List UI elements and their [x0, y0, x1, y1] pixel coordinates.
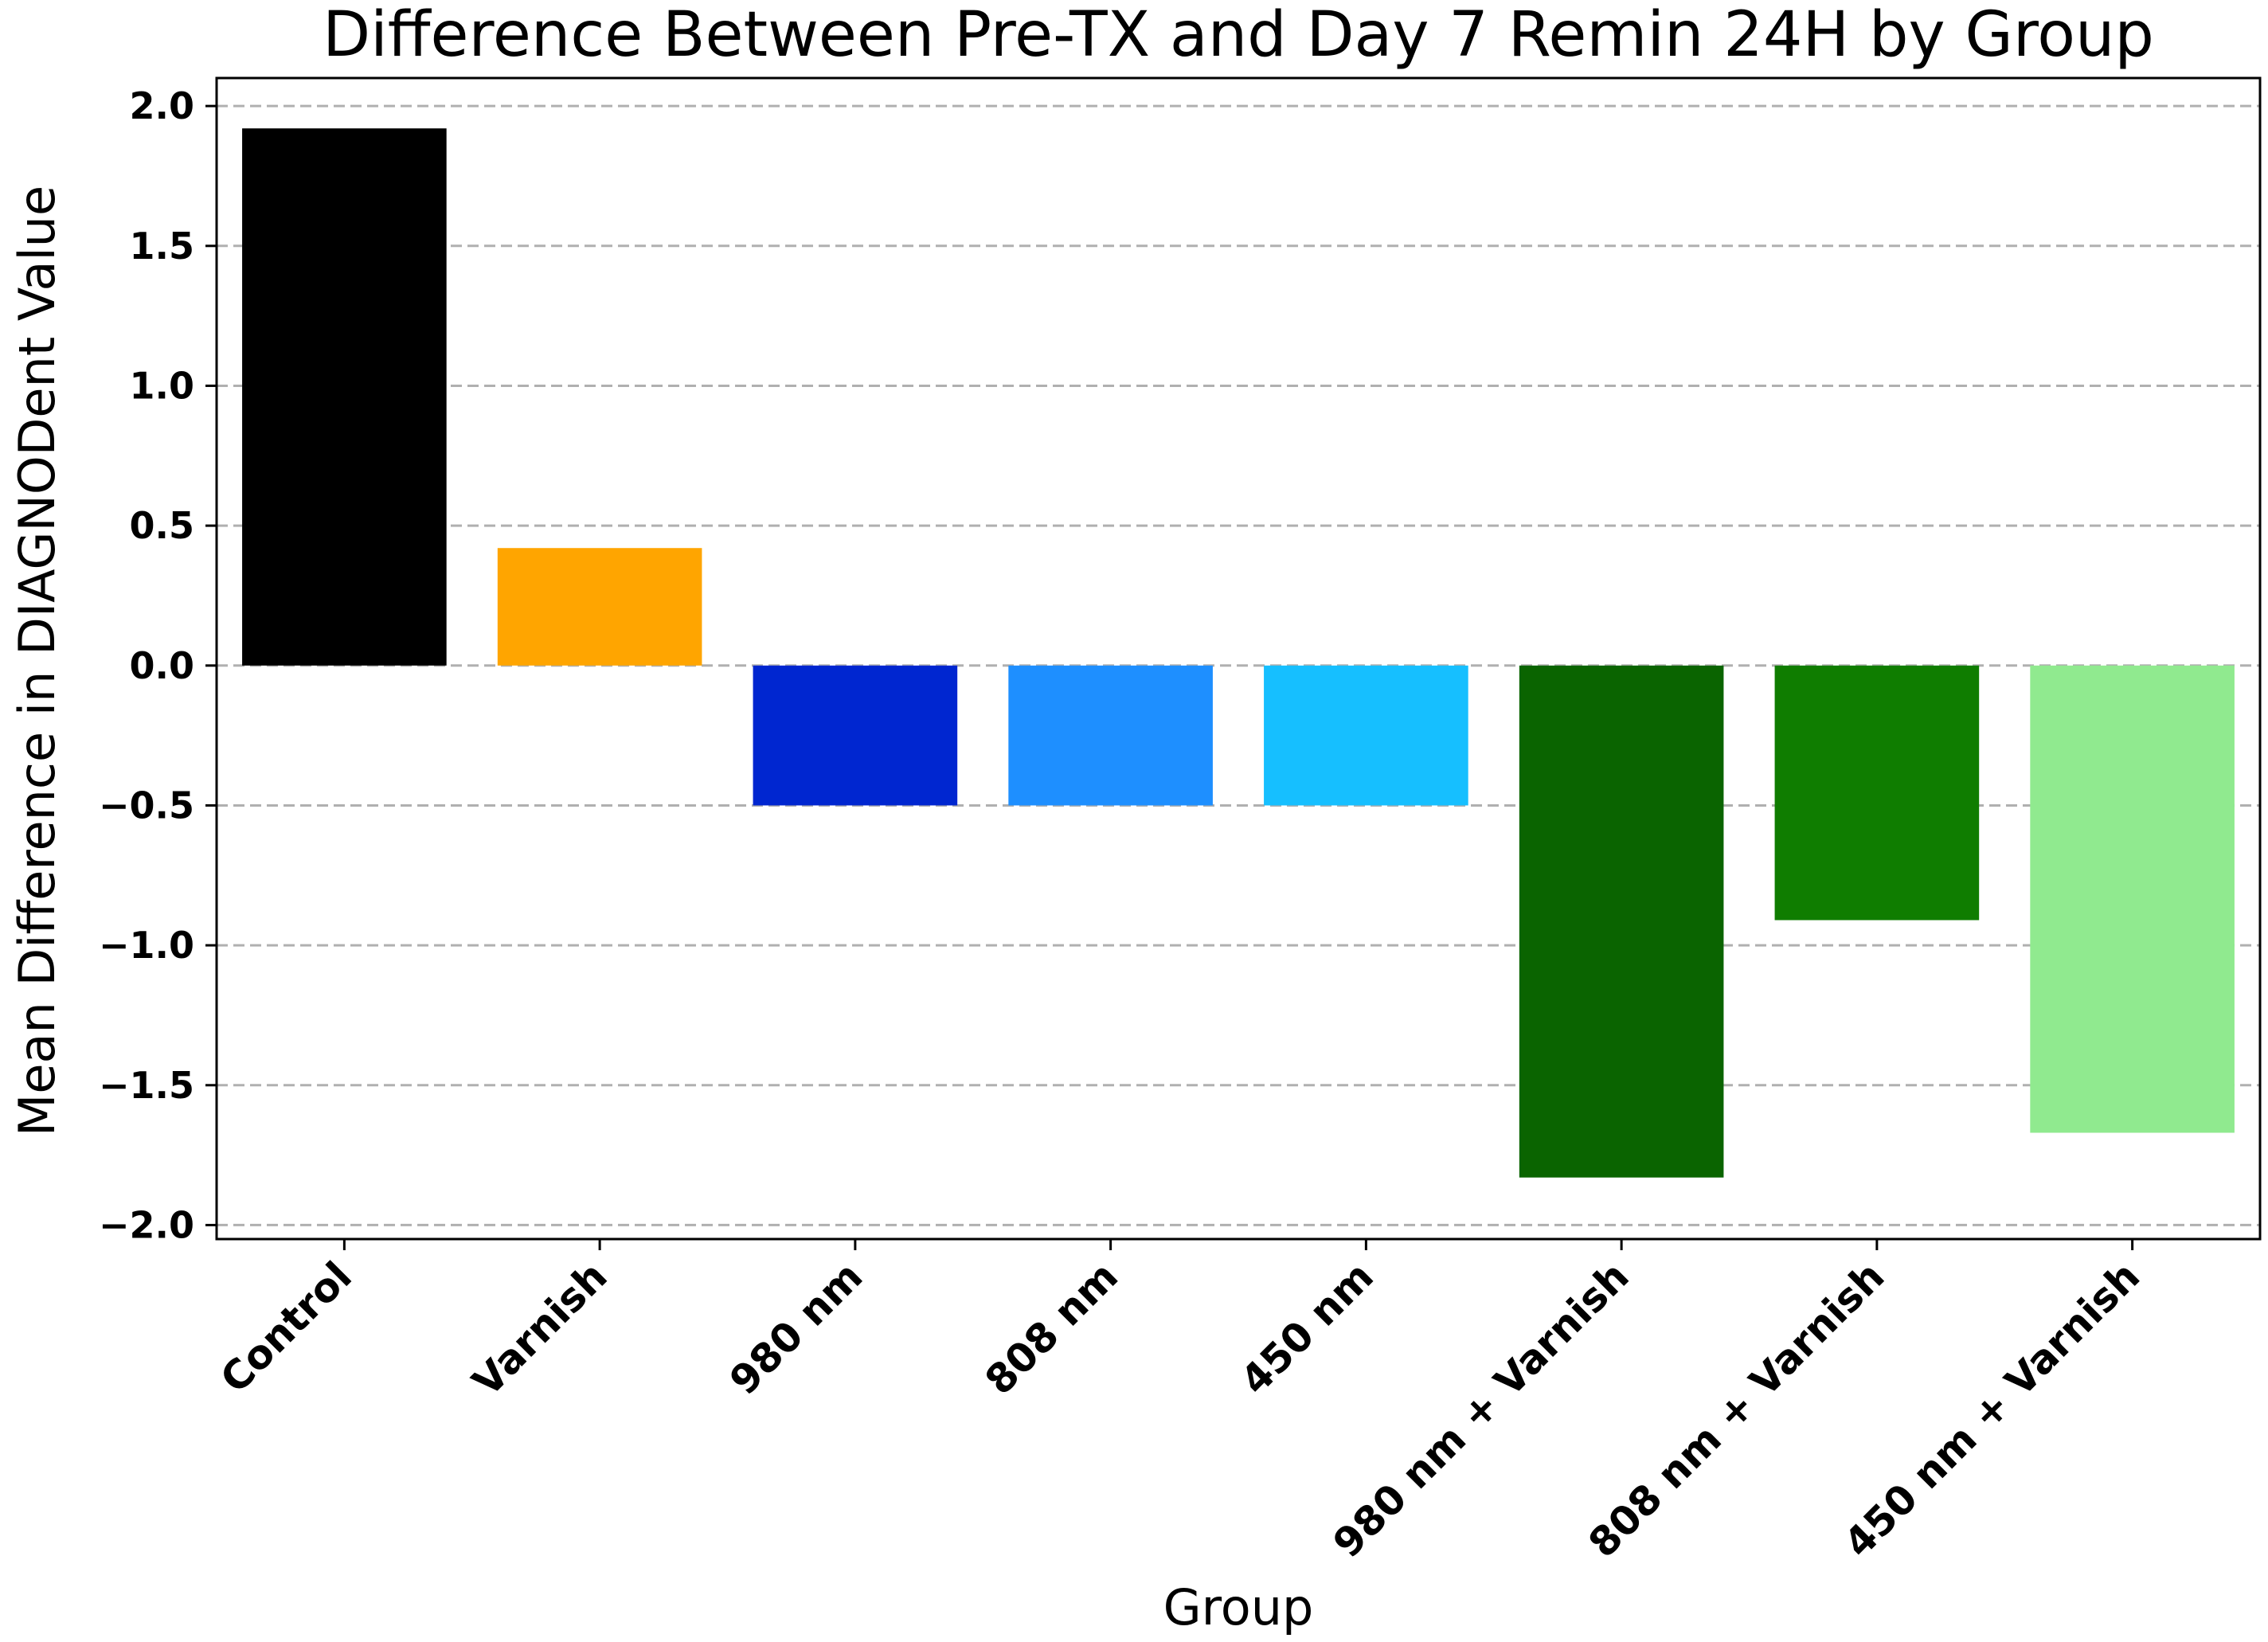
y-axis-ticks: 2.0 1.5 1.0 0.5 0.0 −0.5 −1.0 −1.5 −2.0 — [99, 84, 217, 1246]
y-tick-label: −0.5 — [99, 784, 194, 827]
bar — [1264, 665, 1468, 806]
bar — [1774, 665, 1980, 921]
x-tick-label: 980 nm — [721, 1253, 871, 1403]
bar — [2030, 665, 2235, 1133]
bar — [497, 548, 702, 666]
x-tick-label: 450 nm — [1232, 1253, 1382, 1403]
y-tick-label: −1.0 — [99, 924, 194, 967]
x-tick-label: 450 nm + Varnish — [1836, 1253, 2149, 1566]
bar — [1008, 665, 1213, 806]
bar — [242, 128, 447, 666]
gridlines — [217, 104, 2260, 1226]
y-tick-label: −1.5 — [99, 1064, 194, 1107]
bar — [1519, 665, 1724, 1178]
y-tick-label: 2.0 — [130, 84, 195, 127]
x-tick-label: Varnish — [463, 1253, 616, 1405]
chart-title: Difference Between Pre-TX and Day 7 Remi… — [323, 0, 2154, 71]
y-tick-label: 0.5 — [130, 504, 195, 547]
bars — [242, 128, 2235, 1178]
bar — [753, 665, 958, 806]
x-tick-label: 808 nm + Varnish — [1580, 1253, 1894, 1566]
y-tick-label: 1.0 — [130, 364, 195, 407]
plot-frame — [215, 76, 2262, 1241]
x-tick-label: 808 nm — [976, 1253, 1127, 1403]
y-axis-label: Mean Difference in DIAGNODent Value — [8, 186, 66, 1136]
x-tick-label: Control — [212, 1253, 361, 1402]
y-tick-label: 0.0 — [130, 644, 195, 687]
y-tick-label: −2.0 — [99, 1203, 194, 1246]
x-axis-label: Group — [1163, 1578, 1314, 1636]
x-tick-label: 980 nm + Varnish — [1324, 1253, 1638, 1566]
y-tick-label: 1.5 — [130, 225, 195, 268]
